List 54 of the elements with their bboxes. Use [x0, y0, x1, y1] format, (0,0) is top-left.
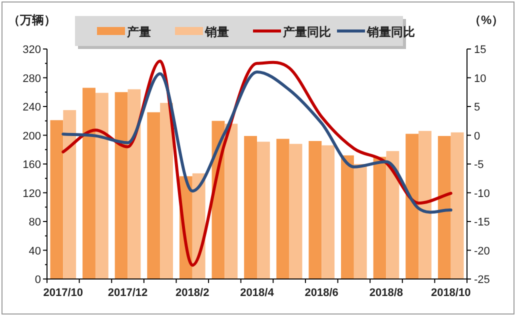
bar	[128, 89, 141, 279]
y-tick-label: 120	[22, 188, 41, 200]
x-tick-label: 2017/10	[43, 287, 84, 299]
bar	[450, 132, 464, 279]
x-tick-label: 2018/4	[240, 287, 275, 299]
y2-tick-label: 5	[474, 102, 480, 114]
bar	[244, 136, 257, 279]
bar	[95, 92, 108, 279]
bar	[63, 110, 76, 279]
y-tick-label: 200	[22, 130, 41, 142]
bar	[322, 145, 335, 279]
bar	[289, 144, 302, 279]
bar	[418, 130, 432, 279]
bar	[50, 120, 64, 279]
x-tick-label: 2018/2	[176, 287, 210, 299]
bar	[160, 102, 173, 279]
legend-label: 销量	[204, 25, 229, 39]
y2-axis-title: （%）	[469, 13, 504, 27]
y2-tick-label: -25	[474, 274, 490, 286]
bar	[276, 138, 290, 279]
y2-tick-label: 10	[474, 72, 486, 85]
bar	[373, 156, 386, 279]
y2-tick-label: -10	[474, 188, 490, 200]
bar	[308, 141, 322, 279]
x-tick-label: 2018/10	[430, 287, 471, 299]
legend-label: 销量同比	[366, 25, 415, 39]
y-tick-label: 40	[28, 245, 41, 258]
y-tick-label: 160	[22, 159, 41, 171]
y-tick-label: 80	[28, 216, 41, 228]
bar	[257, 142, 270, 279]
bar	[82, 88, 96, 279]
legend-label: 产量	[126, 25, 151, 39]
bar	[114, 92, 128, 279]
y-tick-label: 280	[22, 72, 41, 85]
bar	[354, 164, 367, 279]
y2-tick-label: -5	[474, 159, 484, 171]
y2-tick-label: -15	[474, 216, 490, 228]
bar	[341, 155, 354, 279]
y2-tick-label: 0	[474, 130, 480, 142]
y-tick-label: 240	[22, 102, 41, 114]
y2-tick-label: 15	[474, 44, 486, 56]
x-tick-label: 2018/6	[304, 287, 338, 299]
y-tick-label: 320	[22, 44, 41, 56]
bar	[224, 124, 238, 279]
y-tick-label: 0	[34, 274, 41, 286]
x-tick-label: 2018/8	[369, 287, 404, 299]
bar	[406, 134, 419, 279]
y2-tick-label: -20	[474, 245, 490, 258]
y-axis-title: （万辆）	[8, 13, 56, 27]
legend-label: 产量同比	[282, 25, 331, 39]
x-tick-label: 2017/12	[108, 287, 148, 299]
bar	[438, 136, 451, 279]
bar	[386, 151, 400, 279]
bar	[147, 112, 160, 279]
